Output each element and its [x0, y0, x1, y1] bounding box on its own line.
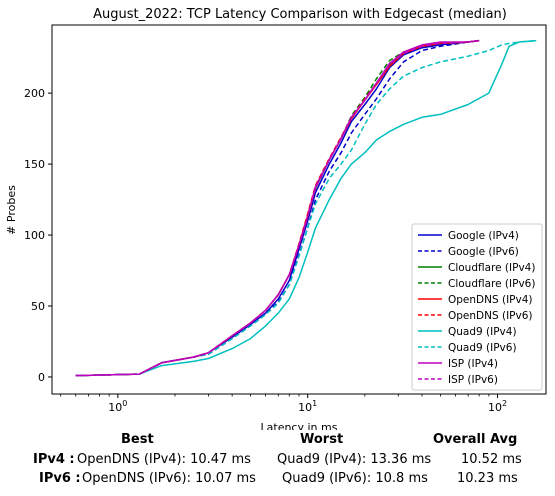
y-tick-label-0: 0: [38, 371, 45, 384]
y-tick-label-4: 200: [24, 87, 45, 100]
summary-ipv6-best: OpenDNS (IPv6): 10.07 ms: [82, 471, 256, 486]
x-tick-label-2: 102: [488, 399, 507, 414]
legend-label-1: Google (IPv6): [448, 246, 519, 258]
chart-title: August_2022: TCP Latency Comparison with…: [93, 7, 507, 22]
y-tick-label-2: 100: [24, 229, 45, 242]
summary-ipv4-overall: 10.52 ms: [461, 452, 522, 467]
x-axis-label: Latency in ms: [261, 421, 338, 430]
summary-header-overall: Overall Avg: [433, 432, 518, 447]
summary-header-worst: Worst: [300, 432, 344, 447]
y-tick-label-1: 50: [31, 300, 45, 313]
summary-ipv4-worst: Quad9 (IPv4): 13.36 ms: [277, 452, 432, 467]
summary-ipv4-label: IPv4 :: [33, 452, 75, 467]
series-line-6: [75, 39, 537, 377]
legend-label-9: ISP (IPv6): [448, 374, 498, 386]
series-line-9: [75, 39, 480, 377]
legend: Google (IPv4) Google (IPv6) Cloudflare (IP…: [411, 223, 543, 391]
x-tick-label-1: 101: [298, 399, 317, 414]
legend-label-5: OpenDNS (IPv6): [448, 310, 533, 322]
latency-chart: August_2022: TCP Latency Comparison with…: [5, 7, 547, 430]
plot-area: 0 50 100 150 200 100 101 102: [24, 24, 547, 414]
series-line-7: [75, 39, 537, 377]
summary-ipv6-overall: 10.23 ms: [457, 471, 518, 486]
summary-header-best: Best: [121, 432, 154, 447]
summary-ipv6-worst: Quad9 (IPv6): 10.8 ms: [282, 471, 428, 486]
legend-label-3: Cloudflare (IPv6): [448, 278, 535, 290]
summary-ipv6-label: IPv6 :: [39, 471, 81, 486]
legend-label-6: Quad9 (IPv4): [448, 326, 517, 338]
y-tick-label-3: 150: [24, 158, 45, 171]
y-axis-label: # Probes: [5, 185, 18, 235]
x-tick-label-0: 100: [108, 399, 127, 414]
legend-box: [411, 223, 543, 391]
legend-label-2: Cloudflare (IPv4): [448, 262, 535, 274]
legend-label-7: Quad9 (IPv6): [448, 342, 517, 354]
legend-label-4: OpenDNS (IPv4): [448, 294, 533, 306]
legend-label-8: ISP (IPv4): [448, 358, 498, 370]
legend-label-0: Google (IPv4): [448, 230, 519, 242]
series-line-1: [75, 39, 480, 377]
summary-ipv4-best: OpenDNS (IPv4): 10.47 ms: [77, 452, 251, 467]
series-line-8: [75, 39, 480, 377]
